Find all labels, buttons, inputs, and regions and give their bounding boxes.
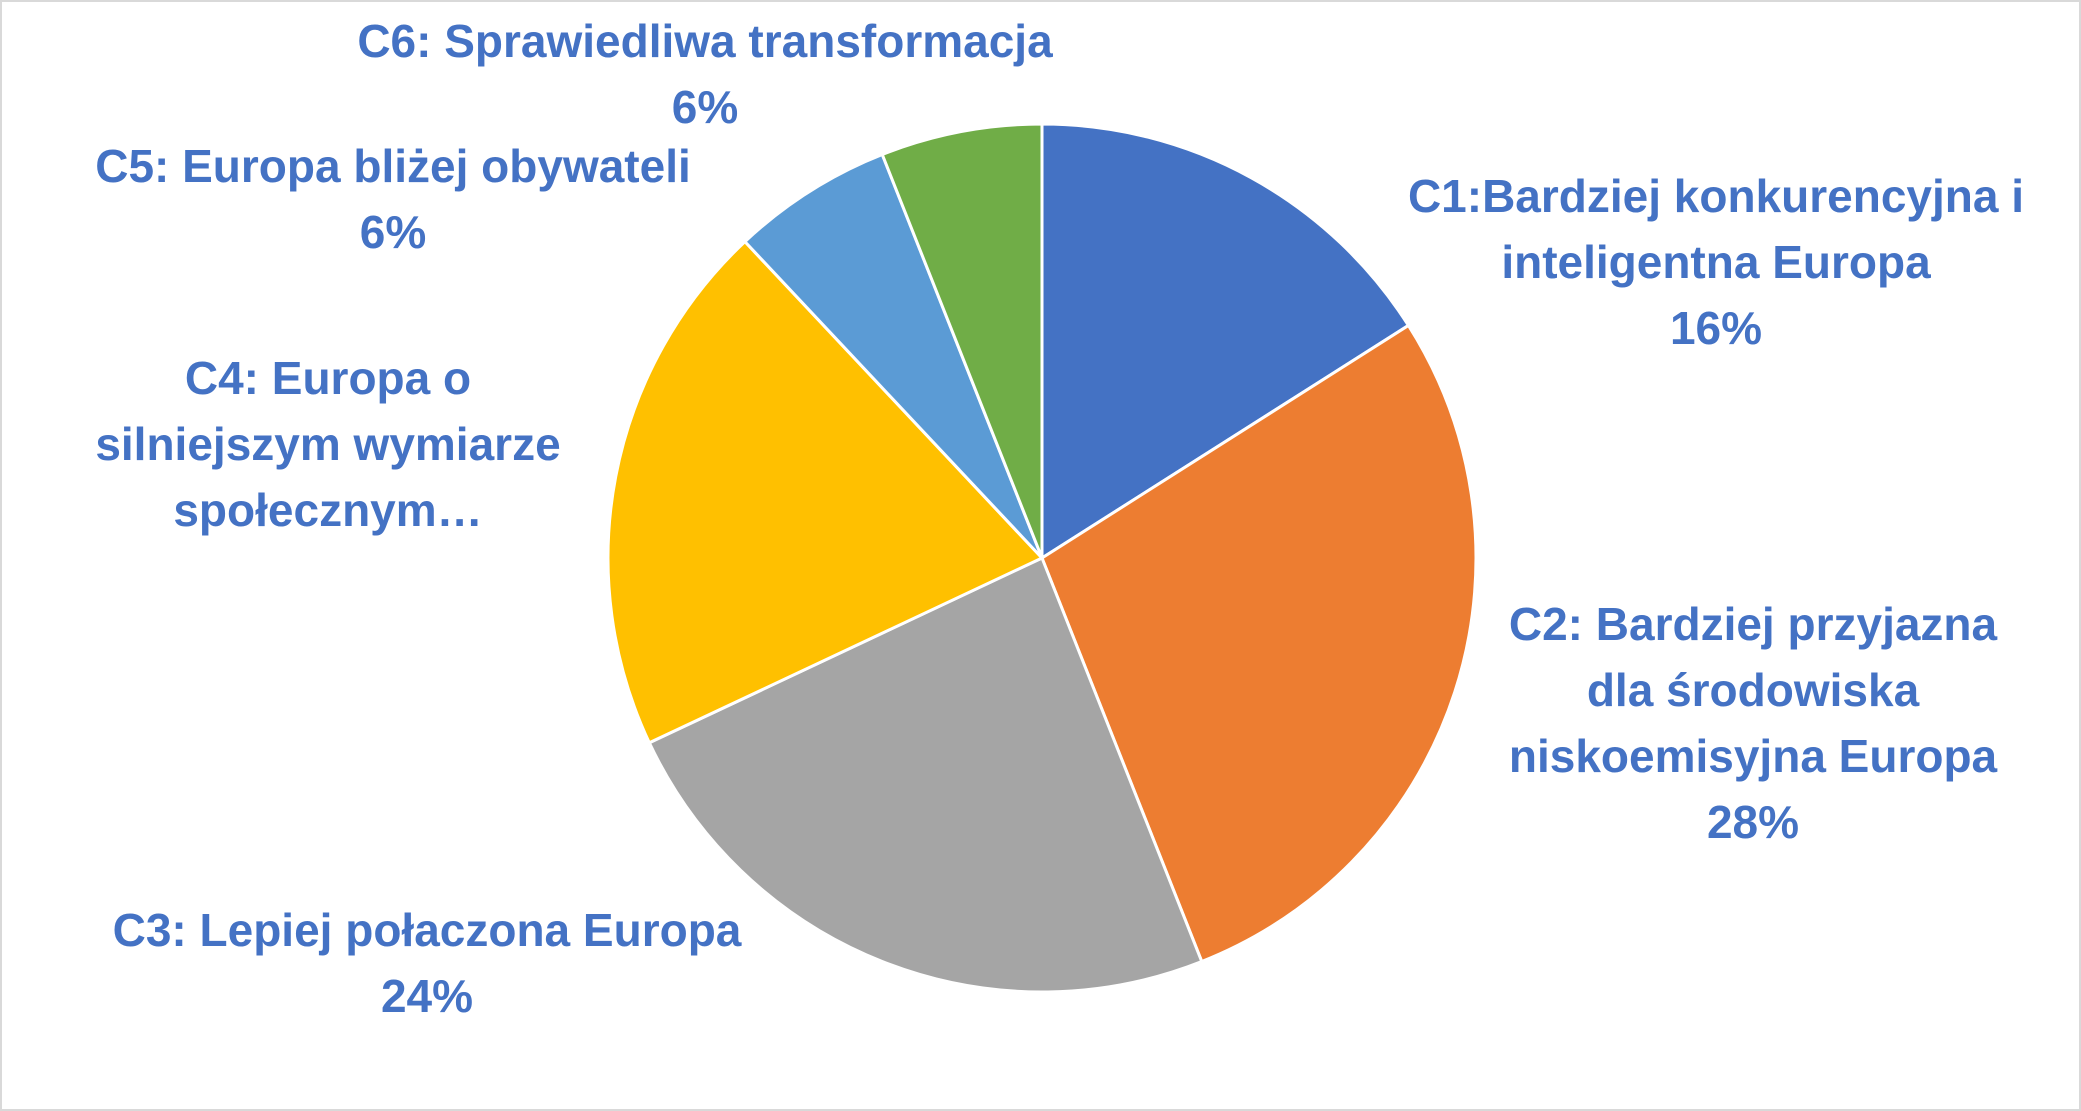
label-line: C5: Europa bliżej obywateli bbox=[95, 140, 691, 192]
data-label-c2: C2: Bardziej przyjazna dla środowiska nisk… bbox=[1509, 598, 1998, 848]
label-line: C2: Bardziej przyjazna bbox=[1509, 598, 1998, 650]
pie-labels: C1:Bardziej konkurencyjna i inteligentna … bbox=[95, 15, 2024, 1022]
data-label-c6: C6: Sprawiedliwa transformacja 6% bbox=[357, 15, 1053, 133]
pie-slice-c2 bbox=[1040, 323, 1478, 964]
pie-slice-c3 bbox=[647, 556, 1204, 994]
pie-slice-c6 bbox=[880, 122, 1044, 560]
label-line: C4: Europa o bbox=[185, 352, 471, 404]
label-line: inteligentna Europa bbox=[1501, 236, 1931, 288]
pie-slice-c5 bbox=[743, 152, 1044, 560]
pie-slice-c1 bbox=[1040, 122, 1410, 560]
data-label-c3: C3: Lepiej połaczona Europa 24% bbox=[113, 904, 742, 1022]
label-line: społecznym… bbox=[173, 484, 482, 536]
label-percent: 6% bbox=[360, 206, 426, 258]
pie-slice-c4 bbox=[606, 240, 1044, 745]
pie-slices bbox=[606, 122, 1478, 994]
label-percent: 28% bbox=[1707, 796, 1799, 848]
label-line: dla środowiska bbox=[1587, 664, 1920, 716]
data-label-c4: C4: Europa o silniejszym wymiarze społeczn… bbox=[95, 352, 560, 536]
label-percent: 6% bbox=[672, 81, 738, 133]
label-line: niskoemisyjna Europa bbox=[1509, 730, 1998, 782]
label-line: C3: Lepiej połaczona Europa bbox=[113, 904, 742, 956]
label-percent: 16% bbox=[1670, 302, 1762, 354]
label-percent: 24% bbox=[381, 970, 473, 1022]
label-line: C1:Bardziej konkurencyjna i bbox=[1408, 170, 2024, 222]
data-label-c5: C5: Europa bliżej obywateli 6% bbox=[95, 140, 691, 258]
data-label-c1: C1:Bardziej konkurencyjna i inteligentna … bbox=[1408, 170, 2024, 354]
label-line: C6: Sprawiedliwa transformacja bbox=[357, 15, 1053, 67]
label-line: silniejszym wymiarze bbox=[95, 418, 560, 470]
